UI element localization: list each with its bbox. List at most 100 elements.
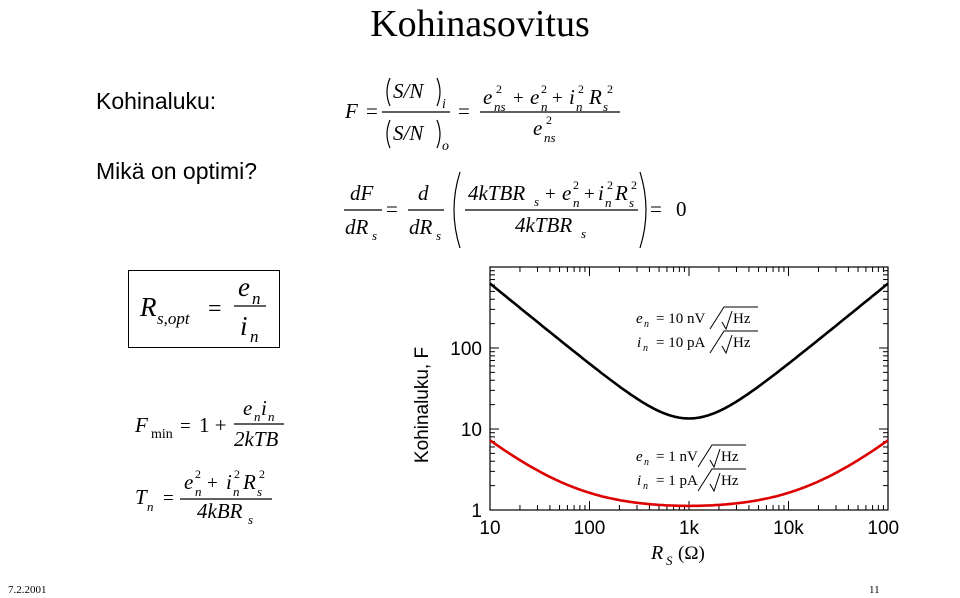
- svg-text:2: 2: [573, 178, 579, 192]
- svg-text:e: e: [533, 116, 542, 140]
- svg-text:4kTBR: 4kTBR: [515, 213, 572, 237]
- svg-text:Hz: Hz: [721, 473, 739, 489]
- y-tick-label: 100: [450, 339, 482, 360]
- svg-text:s: s: [603, 99, 608, 114]
- sn-output: S/N: [393, 121, 424, 145]
- svg-text:s,opt: s,opt: [157, 309, 191, 328]
- x-tick-label: 10k: [773, 518, 804, 539]
- svg-text:Hz: Hz: [733, 311, 751, 327]
- svg-text:n: n: [252, 289, 261, 308]
- svg-text:i: i: [637, 473, 641, 489]
- svg-text:4kTBR: 4kTBR: [468, 181, 525, 205]
- f-eq2: =: [458, 99, 470, 123]
- svg-text:n: n: [576, 99, 583, 114]
- svg-text:n: n: [573, 195, 580, 210]
- svg-text:= 10 nV: = 10 nV: [656, 311, 705, 327]
- svg-text:1 +: 1 +: [199, 413, 227, 437]
- svg-text:2: 2: [546, 113, 552, 127]
- svg-text:e: e: [243, 396, 252, 420]
- svg-text:4kBR: 4kBR: [197, 499, 243, 523]
- page-title: Kohinasovitus: [370, 3, 590, 45]
- svg-text:2: 2: [496, 82, 502, 96]
- svg-text:e: e: [530, 85, 539, 109]
- svg-text:dF: dF: [350, 181, 374, 205]
- svg-text:s: s: [257, 484, 262, 499]
- svg-text:2: 2: [607, 82, 613, 96]
- svg-text:R: R: [588, 85, 602, 109]
- svg-text:n: n: [643, 481, 648, 492]
- black-curve-annotation: e n = 10 nV Hz i n = 10 pA Hz: [636, 306, 758, 355]
- svg-text:i: i: [226, 470, 232, 494]
- svg-text:d: d: [418, 181, 429, 205]
- svg-text:i: i: [598, 181, 604, 205]
- svg-text:ns: ns: [544, 130, 556, 145]
- svg-text:R: R: [242, 470, 256, 494]
- svg-text:n: n: [250, 327, 259, 346]
- svg-text:S: S: [666, 553, 673, 568]
- svg-text:n: n: [195, 484, 202, 499]
- svg-text:+: +: [584, 184, 595, 205]
- y-tick-label: 10: [461, 420, 482, 441]
- svg-text:n: n: [233, 484, 240, 499]
- x-tick-label: 1k: [679, 518, 700, 539]
- x-tick-label: 10: [479, 518, 500, 539]
- svg-text:2: 2: [607, 178, 613, 192]
- svg-text:s: s: [534, 194, 539, 209]
- svg-text:dR: dR: [345, 215, 369, 239]
- svg-text:e: e: [483, 85, 492, 109]
- svg-text:2: 2: [631, 178, 637, 192]
- svg-text:2: 2: [541, 82, 547, 96]
- svg-text:2: 2: [259, 467, 265, 481]
- svg-text:+: +: [207, 473, 218, 494]
- svg-text:T: T: [135, 485, 148, 509]
- svg-text:2: 2: [578, 82, 584, 96]
- svg-text:e: e: [636, 449, 643, 465]
- footer-date: 7.2.2001: [8, 584, 47, 596]
- noise-figure-label: Kohinaluku:: [96, 88, 217, 114]
- svg-text:=: =: [650, 197, 662, 221]
- svg-text:0: 0: [676, 197, 687, 221]
- x-axis-label: R S (Ω): [650, 542, 705, 568]
- series-0-line: [489, 282, 889, 420]
- svg-text:s: s: [436, 228, 441, 243]
- svg-text:e: e: [562, 181, 571, 205]
- noise-temperature-formula: T n = e n 2 + i n 2 R s 2 4kBR s: [135, 467, 272, 527]
- svg-text:e: e: [184, 470, 193, 494]
- sub-i: i: [442, 97, 446, 112]
- derivative-formula: dF dR s = d dR s 4kTBR s + e n 2 + i n 2…: [344, 171, 687, 249]
- svg-text:=: =: [208, 296, 222, 322]
- svg-text:s: s: [581, 226, 586, 241]
- svg-text:n: n: [147, 499, 154, 514]
- svg-text:i: i: [569, 85, 575, 109]
- optimum-question: Mikä on optimi?: [96, 158, 258, 184]
- svg-text:n: n: [541, 99, 548, 114]
- svg-text:e: e: [636, 311, 643, 327]
- y-tick-labels: 1 10 100: [450, 339, 482, 522]
- svg-text:n: n: [644, 319, 649, 330]
- svg-text:= 1 pA: = 1 pA: [656, 473, 698, 489]
- svg-text:=: =: [386, 197, 398, 221]
- svg-text:(Ω): (Ω): [678, 543, 705, 564]
- f-eq1: =: [366, 99, 378, 123]
- x-tick-label: 100k: [867, 518, 900, 539]
- svg-text:n: n: [268, 409, 275, 424]
- svg-text:n: n: [643, 343, 648, 354]
- svg-text:i: i: [637, 335, 641, 351]
- svg-text:dR: dR: [409, 215, 433, 239]
- noise-figure-chart: 1 10 100 10 100 1k 10k 100k Kohinaluku, F R S …: [412, 266, 900, 568]
- svg-text:+: +: [513, 88, 524, 109]
- noise-figure-formula: F = S/N i S/N o = e ns 2 + e n 2 + i n 2…: [344, 77, 620, 154]
- svg-text:R: R: [614, 181, 628, 205]
- x-tick-labels: 10 100 1k 10k 100k: [479, 518, 900, 539]
- svg-text:= 1 nV: = 1 nV: [656, 449, 698, 465]
- y-axis-label: Kohinaluku, F: [412, 347, 433, 463]
- red-curve-annotation: e n = 1 nV Hz i n = 1 pA Hz: [636, 444, 746, 493]
- series-1-line: [489, 439, 889, 508]
- svg-text:e: e: [238, 272, 250, 302]
- svg-text:2: 2: [195, 467, 201, 481]
- y-tick-label: 1: [471, 501, 482, 522]
- svg-text:F: F: [134, 413, 148, 437]
- f-symbol: F: [344, 99, 358, 123]
- axis-ticks: [489, 267, 888, 511]
